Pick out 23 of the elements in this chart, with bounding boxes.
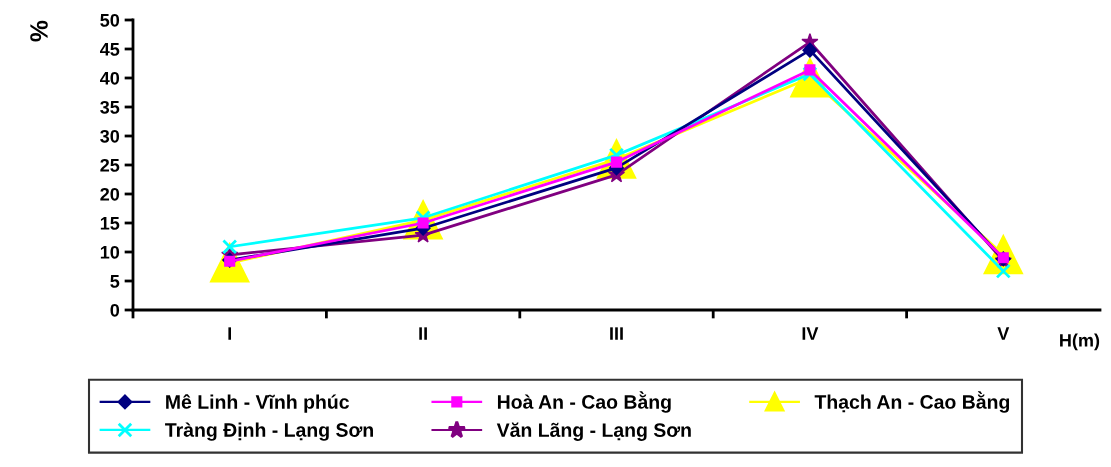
y-tick-label: 15	[100, 217, 120, 230]
y-tick-label: 10	[100, 245, 120, 259]
x-tick-label: III	[610, 327, 623, 340]
y-tick-label: 20	[100, 187, 120, 201]
y-tick-label: 25	[100, 158, 120, 172]
y-tick-label: 0	[110, 303, 120, 317]
x-tick-label: I	[228, 327, 231, 340]
legend-label: Văn Lãng - Lạng Sơn	[496, 422, 691, 441]
y-tick-label: 50	[100, 13, 120, 27]
legend-label: Tràng Định - Lạng Sơn	[165, 422, 373, 441]
y-tick-label: 30	[100, 129, 120, 143]
legend-label: Thạch An - Cao Bằng	[814, 391, 1010, 413]
legend-label: Mê Linh - Vĩnh phúc	[166, 394, 349, 413]
y-tick-label: 35	[100, 100, 120, 114]
x-tick-label: IV	[802, 327, 819, 340]
x-tick-label: V	[997, 327, 1010, 340]
y-tick-label: 45	[100, 43, 120, 56]
x-tick-label: II	[419, 327, 427, 340]
x-axis-title: H(m)	[1060, 333, 1100, 351]
y-tick-label: 5	[110, 275, 120, 288]
y-axis-title: %	[30, 20, 48, 42]
y-tick-label: 40	[100, 71, 120, 85]
legend-label: Hoà An - Cao Bằng	[497, 391, 671, 413]
